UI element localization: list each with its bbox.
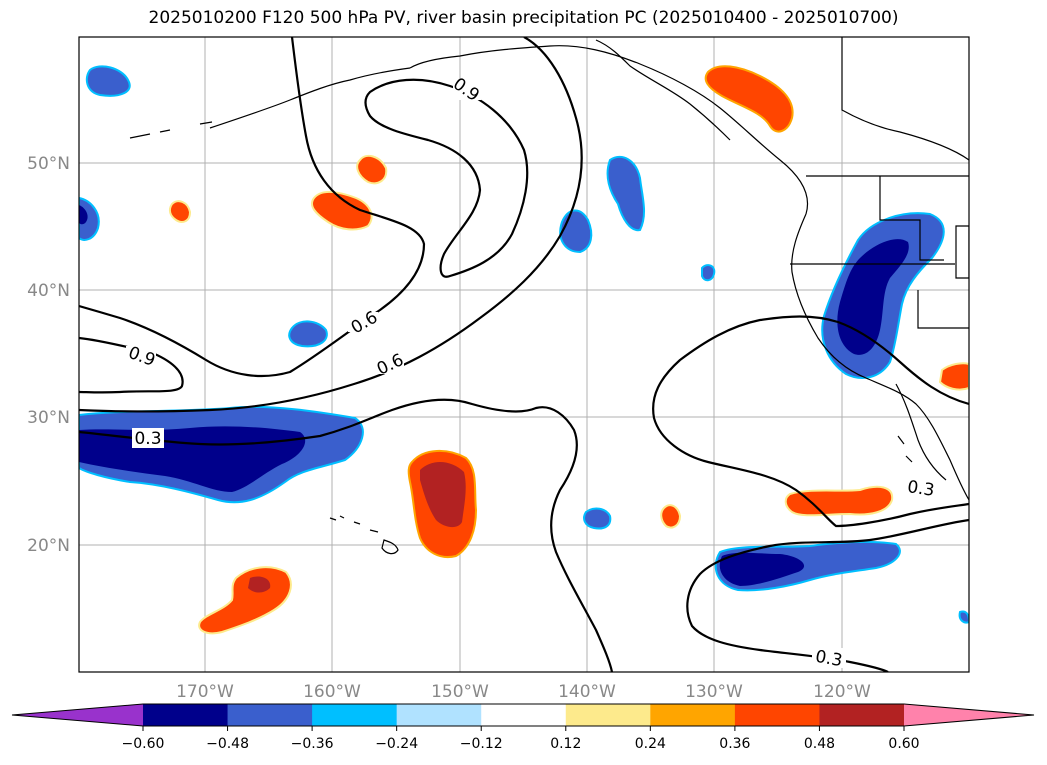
colorbar-tick-label: 0.60 <box>888 736 919 752</box>
lon-label-130w: 130°W <box>685 682 743 702</box>
colorbar-segment <box>734 704 820 726</box>
colorbar-extend-high <box>904 704 1034 726</box>
lat-label-20n: 20°N <box>27 536 70 556</box>
positive-anomaly-areas <box>168 65 969 635</box>
colorbar-tick-label: −0.60 <box>122 736 165 752</box>
lat-label-50n: 50°N <box>27 154 70 174</box>
colorbar-segment <box>143 704 229 726</box>
colorbar: −0.60 −0.48 −0.36 −0.24 −0.12 0.12 0.24 0.36 0.4… <box>11 703 1035 752</box>
colorbar-tick-label: −0.48 <box>206 736 249 752</box>
colorbar-tick-label: −0.12 <box>460 736 503 752</box>
coastlines <box>209 37 969 501</box>
colorbar-segment <box>565 704 651 726</box>
colorbar-segment <box>312 704 398 726</box>
colorbar-segment <box>227 704 313 726</box>
islands <box>129 121 913 555</box>
contour-label-6: 0.3 <box>814 647 844 671</box>
plot-frame <box>78 36 970 673</box>
colorbar-tick-label: −0.24 <box>375 736 418 752</box>
colorbar-extend-low <box>12 704 143 726</box>
colorbar-segment <box>481 704 567 726</box>
lon-label-120w: 120°W <box>813 682 871 702</box>
colorbar-tick-label: 0.48 <box>804 736 835 752</box>
lon-label-140w: 140°W <box>558 682 616 702</box>
latitude-labels: 50°N 40°N 30°N 20°N <box>27 154 70 556</box>
lat-label-30n: 30°N <box>27 408 70 428</box>
colorbar-tick-label: 0.36 <box>719 736 750 752</box>
lon-label-170w: 170°W <box>176 682 234 702</box>
lon-label-160w: 160°W <box>303 682 361 702</box>
colorbar-segment <box>819 704 905 726</box>
colorbar-segment <box>396 704 482 726</box>
pv-contours <box>79 37 969 672</box>
lon-label-150w: 150°W <box>431 682 489 702</box>
colorbar-tick-label: 0.24 <box>635 736 666 752</box>
colorbar-tick-label: 0.12 <box>550 736 581 752</box>
longitude-labels: 170°W 160°W 150°W 140°W 130°W 120°W <box>176 682 871 702</box>
colorbar-segment <box>650 704 736 726</box>
contour-label-5: 0.3 <box>906 477 936 501</box>
colorbar-tick-label: −0.36 <box>291 736 334 752</box>
lat-label-40n: 40°N <box>27 281 70 301</box>
map-title: 2025010200 F120 500 hPa PV, river basin … <box>148 8 899 28</box>
contour-label-4: 0.3 <box>134 429 161 449</box>
